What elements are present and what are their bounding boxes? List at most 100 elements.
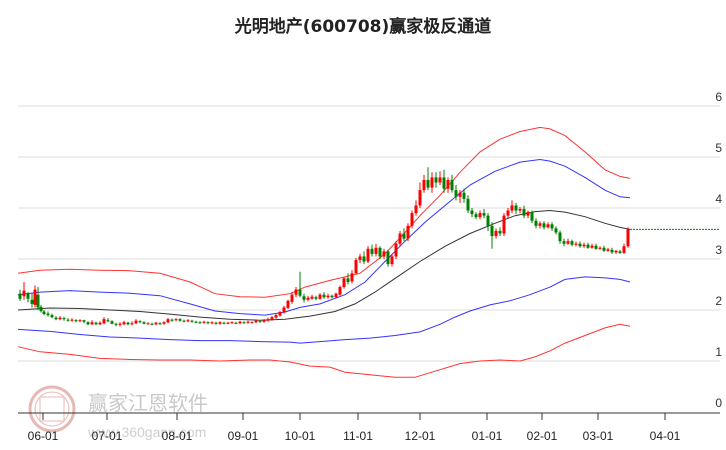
candle (602, 245, 606, 252)
candle (558, 230, 562, 244)
candle (606, 247, 610, 252)
candle (86, 321, 90, 326)
candle (462, 188, 466, 203)
channel-upper_inner (17, 158, 631, 316)
candle (514, 202, 518, 215)
candle (36, 287, 40, 310)
x-tick-label: 09-01 (228, 429, 259, 443)
candle (586, 242, 590, 249)
candle (546, 222, 550, 229)
candle (306, 295, 310, 302)
candle (506, 208, 510, 219)
candle (490, 222, 494, 249)
candle (258, 320, 262, 323)
candle (194, 320, 198, 324)
candle (58, 316, 62, 321)
candle (358, 253, 362, 264)
x-tick-label: 07-01 (92, 429, 123, 443)
candle (522, 205, 526, 219)
candle (254, 319, 258, 324)
candle (54, 316, 58, 321)
candle (458, 190, 462, 203)
candle (454, 185, 458, 201)
candle (526, 210, 530, 219)
candle (566, 238, 570, 245)
candle (538, 221, 542, 229)
candle (330, 294, 334, 299)
candle (170, 318, 174, 322)
candle (590, 243, 594, 249)
candle (282, 305, 286, 314)
candle (486, 213, 490, 231)
candle (574, 241, 578, 247)
candle (262, 319, 266, 323)
y-tick-label: 3 (715, 243, 722, 257)
candle (370, 244, 374, 257)
watermark-url: www.360gann.com (87, 424, 206, 440)
candle (426, 167, 430, 191)
candle (378, 246, 382, 259)
candle (518, 206, 522, 214)
candle (142, 321, 146, 325)
channel-middle (17, 209, 631, 321)
candle (422, 174, 426, 193)
candle (310, 294, 314, 300)
candle (346, 273, 350, 285)
y-tick-label: 2 (715, 294, 722, 308)
candle (394, 241, 398, 259)
x-tick-label: 02-01 (527, 429, 558, 443)
candle (622, 243, 626, 254)
candle (618, 249, 622, 254)
x-tick-label: 03-01 (583, 429, 614, 443)
candle (474, 212, 478, 220)
y-tick-label: 0 (715, 396, 722, 410)
candle (398, 230, 402, 247)
y-tick-label: 5 (715, 141, 722, 155)
candle (94, 321, 98, 326)
candle (498, 227, 502, 237)
channel-lines (17, 126, 631, 378)
candle (250, 321, 254, 324)
candle (362, 251, 366, 265)
candle (238, 320, 242, 325)
candle (230, 321, 234, 324)
candle (554, 226, 558, 235)
candle (438, 171, 442, 186)
candle (290, 292, 294, 304)
candle (146, 322, 150, 325)
candle (106, 318, 110, 323)
candle (118, 322, 122, 327)
x-tick-label: 10-01 (285, 429, 316, 443)
candle (210, 321, 214, 325)
candle (442, 169, 446, 193)
candle (354, 257, 358, 275)
candle (222, 321, 226, 325)
candle (130, 321, 134, 326)
candle (198, 321, 202, 324)
candle (390, 253, 394, 267)
candle (70, 318, 74, 322)
candle (414, 200, 418, 216)
candle (614, 249, 618, 254)
candle (342, 276, 346, 289)
candle (46, 311, 50, 317)
candle (166, 318, 170, 324)
candle (42, 310, 46, 316)
x-axis: 06-01 07-01 08-01 09-01 10-01 11-01 12-01 01-01… (18, 412, 720, 443)
candle (82, 319, 86, 324)
candle (510, 200, 514, 214)
candle (550, 222, 554, 231)
candle (534, 218, 538, 229)
channel-lower_inner (17, 276, 631, 344)
gridlines: 0 1 2 3 4 5 6 (18, 90, 722, 410)
candle (286, 299, 290, 309)
candle (494, 228, 498, 239)
candle (98, 321, 102, 326)
candle (466, 195, 470, 214)
candle (174, 318, 178, 322)
watermark-brand: 赢家江恩软件 (88, 391, 208, 415)
candle (582, 242, 586, 248)
chart-title: 光明地产(600708)赢家极反通道 (234, 17, 492, 37)
candle (470, 208, 474, 218)
candle (122, 320, 126, 326)
